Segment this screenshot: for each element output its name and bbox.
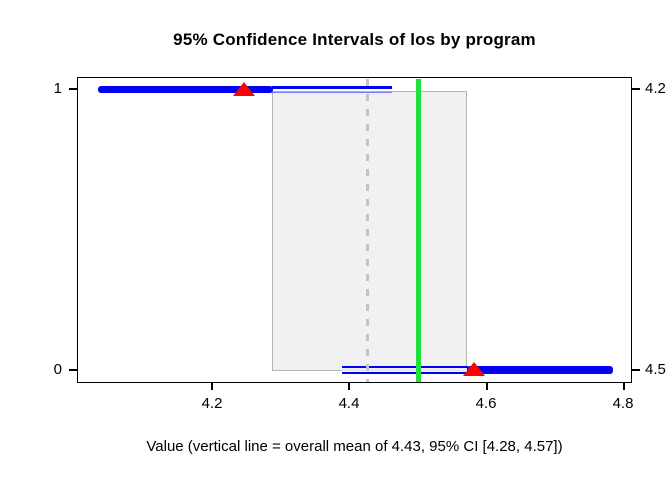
x-tick-label-1: 4.2 xyxy=(201,395,223,412)
x-tick-label-2: 4.4 xyxy=(338,395,360,412)
x-tick-3 xyxy=(486,383,488,390)
x-axis-title: Value (vertical line = overall mean of 4… xyxy=(146,438,563,455)
x-tick-label-3: 4.6 xyxy=(475,395,497,412)
ci-line-group-1-over-rect xyxy=(272,86,392,93)
right-tick-top xyxy=(632,88,640,90)
plot-area xyxy=(77,77,632,383)
x-tick-2 xyxy=(348,383,350,390)
chart-title: 95% Confidence Intervals of los by progr… xyxy=(173,30,536,49)
y-tick-label-0: 0 xyxy=(53,361,62,378)
overall-mean-dashed-line xyxy=(366,79,369,382)
y-tick-label-1: 1 xyxy=(53,80,62,97)
right-tick-bottom xyxy=(632,369,640,371)
overall-ci-rect xyxy=(272,91,467,371)
mean-triangle-group-0 xyxy=(463,362,485,376)
ci-line-group-1 xyxy=(98,86,273,93)
x-tick-1 xyxy=(211,383,213,390)
y-tick-1 xyxy=(69,88,77,90)
right-axis-label-top: 4.2 xyxy=(645,80,666,97)
ci-line-group-0 xyxy=(467,366,613,374)
x-tick-label-4: 4.8 xyxy=(612,395,634,412)
right-axis-label-bottom: 4.5 xyxy=(645,361,666,378)
x-tick-4 xyxy=(623,383,625,390)
y-tick-0 xyxy=(69,369,77,371)
ci-line-group-0-over-rect xyxy=(342,366,468,374)
mean-triangle-group-1 xyxy=(233,82,255,96)
reference-line xyxy=(416,79,421,382)
